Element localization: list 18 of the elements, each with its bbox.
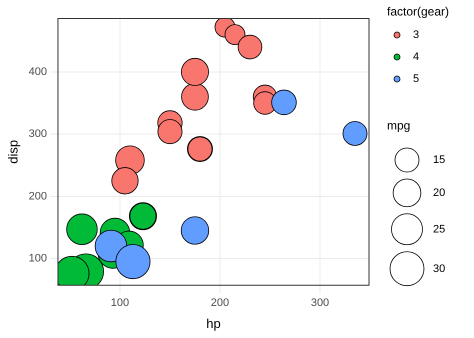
y-axis-title: disp <box>5 140 20 164</box>
x-tick-label: 200 <box>210 296 230 309</box>
legend-label: 15 <box>433 154 446 166</box>
y-tick-label: 300 <box>28 128 47 140</box>
y-tick-label: 100 <box>28 252 47 264</box>
legend-label: 30 <box>433 262 446 275</box>
x-tick-label: 100 <box>110 296 130 309</box>
x-tick-label: 300 <box>310 296 330 309</box>
legend-label: 4 <box>413 51 420 64</box>
legend-title: factor(gear) <box>387 4 450 18</box>
legend-label: 5 <box>413 73 420 86</box>
legend-label: 3 <box>413 29 420 42</box>
text: mpg <box>387 118 410 132</box>
y-tick-label: 200 <box>28 190 47 202</box>
legend-label: 25 <box>433 223 446 236</box>
legend-label: 20 <box>433 186 446 199</box>
y-tick-label: 400 <box>28 66 47 78</box>
x-axis-title: hp <box>206 316 221 331</box>
